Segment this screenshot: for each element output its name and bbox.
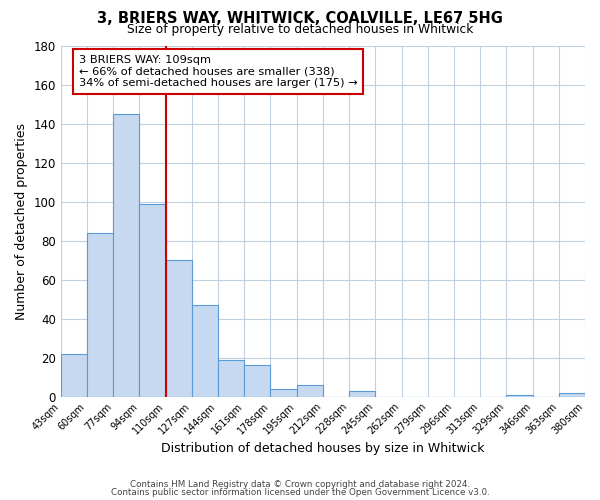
Text: 3 BRIERS WAY: 109sqm
← 66% of detached houses are smaller (338)
34% of semi-deta: 3 BRIERS WAY: 109sqm ← 66% of detached h…	[79, 55, 358, 88]
Text: Contains HM Land Registry data © Crown copyright and database right 2024.: Contains HM Land Registry data © Crown c…	[130, 480, 470, 489]
Bar	[244, 366, 271, 396]
Bar	[218, 360, 244, 397]
Text: 3, BRIERS WAY, WHITWICK, COALVILLE, LE67 5HG: 3, BRIERS WAY, WHITWICK, COALVILLE, LE67…	[97, 11, 503, 26]
X-axis label: Distribution of detached houses by size in Whitwick: Distribution of detached houses by size …	[161, 442, 485, 455]
Bar	[166, 260, 192, 396]
Bar	[271, 389, 296, 396]
Bar	[61, 354, 87, 397]
Bar	[139, 204, 166, 396]
Bar	[506, 394, 533, 396]
Bar	[296, 385, 323, 396]
Text: Size of property relative to detached houses in Whitwick: Size of property relative to detached ho…	[127, 22, 473, 36]
Y-axis label: Number of detached properties: Number of detached properties	[15, 123, 28, 320]
Bar	[192, 305, 218, 396]
Bar	[349, 391, 376, 396]
Bar	[113, 114, 139, 397]
Text: Contains public sector information licensed under the Open Government Licence v3: Contains public sector information licen…	[110, 488, 490, 497]
Bar	[87, 233, 113, 396]
Bar	[559, 393, 585, 396]
